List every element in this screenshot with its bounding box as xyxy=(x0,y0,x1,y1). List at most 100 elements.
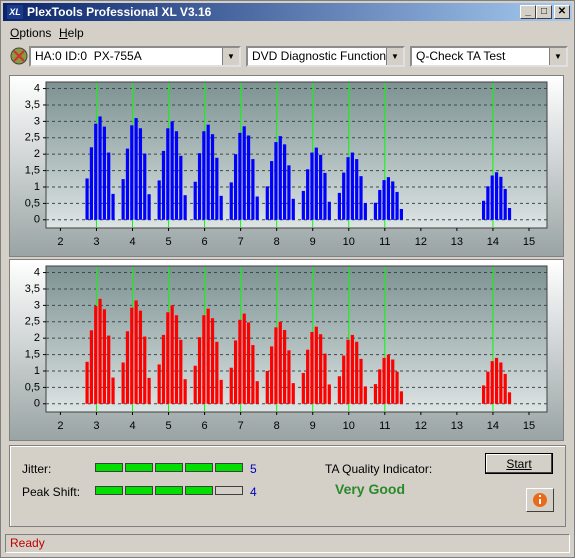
bar xyxy=(494,172,499,220)
x-tick-label: 14 xyxy=(487,236,499,248)
info-button[interactable] xyxy=(526,488,554,512)
x-tick-label: 3 xyxy=(93,420,99,432)
window-title: PlexTools Professional XL V3.16 xyxy=(27,5,212,19)
meter-segment xyxy=(215,486,243,495)
bar xyxy=(183,195,187,220)
bar xyxy=(391,181,395,220)
minimize-button[interactable]: _ xyxy=(520,5,536,19)
bar xyxy=(94,306,98,404)
x-tick-label: 13 xyxy=(451,420,463,432)
x-tick-label: 12 xyxy=(415,236,427,248)
bar xyxy=(219,379,223,404)
bar xyxy=(278,136,282,220)
bar xyxy=(399,391,403,404)
bar xyxy=(359,176,363,220)
bar xyxy=(278,321,282,404)
bar xyxy=(219,195,223,220)
x-tick-label: 6 xyxy=(202,236,208,248)
bar xyxy=(265,370,269,404)
results-panel xyxy=(9,445,566,527)
close-button[interactable]: ✕ xyxy=(554,5,570,19)
chart-panel: 0 0,5 1 1,5 2 2,5 3 3,5 4 2 3 4 5 6 7 8 9 10 11 12 13 14 15 xyxy=(9,259,564,441)
bar xyxy=(161,150,166,220)
bar xyxy=(98,298,102,404)
y-tick-label: 0,5 xyxy=(25,197,40,209)
x-tick-label: 15 xyxy=(523,236,535,248)
plot-area xyxy=(45,81,548,229)
dropdown-arrow: ▼ xyxy=(222,48,239,65)
y-tick-label: 4 xyxy=(34,82,40,94)
drive-icon xyxy=(10,47,28,65)
bar xyxy=(121,362,125,404)
bar xyxy=(327,384,331,404)
dropdown-arrow: ▼ xyxy=(549,48,566,65)
bar xyxy=(233,340,238,404)
bar xyxy=(85,178,89,220)
bar xyxy=(197,153,202,220)
bar xyxy=(238,319,242,404)
bar xyxy=(310,331,314,404)
quality-value: Very Good xyxy=(335,481,406,497)
x-tick-label: 4 xyxy=(129,420,135,432)
bar xyxy=(138,310,143,404)
bar xyxy=(134,300,138,404)
bar xyxy=(130,307,134,404)
bar xyxy=(143,336,147,404)
bar xyxy=(363,203,367,220)
title-bar: XL PlexTools Professional XL V3.16 _ □ ✕ xyxy=(3,3,572,21)
bar xyxy=(319,154,323,220)
y-tick-label: 3,5 xyxy=(25,283,40,295)
bar xyxy=(378,189,382,220)
bar xyxy=(89,330,94,404)
bar xyxy=(197,337,202,404)
maximize-button[interactable]: □ xyxy=(536,5,552,19)
test-select[interactable]: Q-Check TA Test ▼ xyxy=(410,46,568,67)
chart: 0 0,5 1 1,5 2 2,5 3 3,5 4 2 3 4 5 6 7 8 9 10 11 12 13 14 15 xyxy=(10,260,563,440)
bar xyxy=(242,313,246,404)
bar xyxy=(147,377,151,404)
bar xyxy=(107,152,111,220)
bar xyxy=(391,359,395,404)
drive-text: HA:0 ID:0 PX-755A xyxy=(35,49,142,63)
bar xyxy=(481,200,486,220)
bar xyxy=(306,169,310,220)
bar xyxy=(206,124,210,220)
bar xyxy=(89,147,94,220)
bar xyxy=(238,132,242,220)
y-tick-label: 2,5 xyxy=(25,316,40,328)
bar xyxy=(301,372,305,404)
bar xyxy=(121,179,125,220)
x-tick-label: 11 xyxy=(379,236,390,248)
bar xyxy=(310,152,314,220)
bar xyxy=(373,384,378,404)
bar xyxy=(291,198,295,220)
bar xyxy=(233,154,238,220)
drive-select[interactable]: HA:0 ID:0 PX-755A ▼ xyxy=(29,46,241,67)
bar xyxy=(323,353,327,404)
bar xyxy=(386,354,391,404)
function-select[interactable]: DVD Diagnostic Functions ▼ xyxy=(246,46,405,67)
bar xyxy=(157,364,161,404)
bar xyxy=(102,126,106,220)
bar xyxy=(138,128,143,220)
y-tick-label: 2 xyxy=(34,332,40,344)
bar xyxy=(382,357,386,404)
meter-segment xyxy=(155,463,183,472)
bar xyxy=(179,155,183,220)
y-tick-label: 0 xyxy=(34,214,40,226)
bar xyxy=(499,176,503,220)
menu-item[interactable]: Help xyxy=(59,26,84,40)
bar xyxy=(274,142,278,220)
bar xyxy=(202,131,206,220)
bar xyxy=(346,157,350,220)
bar xyxy=(486,371,490,404)
bar xyxy=(255,196,259,220)
bar xyxy=(161,334,166,404)
bar xyxy=(503,188,507,220)
menu-item[interactable]: Options xyxy=(10,26,52,40)
bar xyxy=(170,121,174,220)
start-button[interactable]: Start xyxy=(485,453,553,474)
meter-segment xyxy=(185,463,213,472)
bar xyxy=(490,361,494,404)
